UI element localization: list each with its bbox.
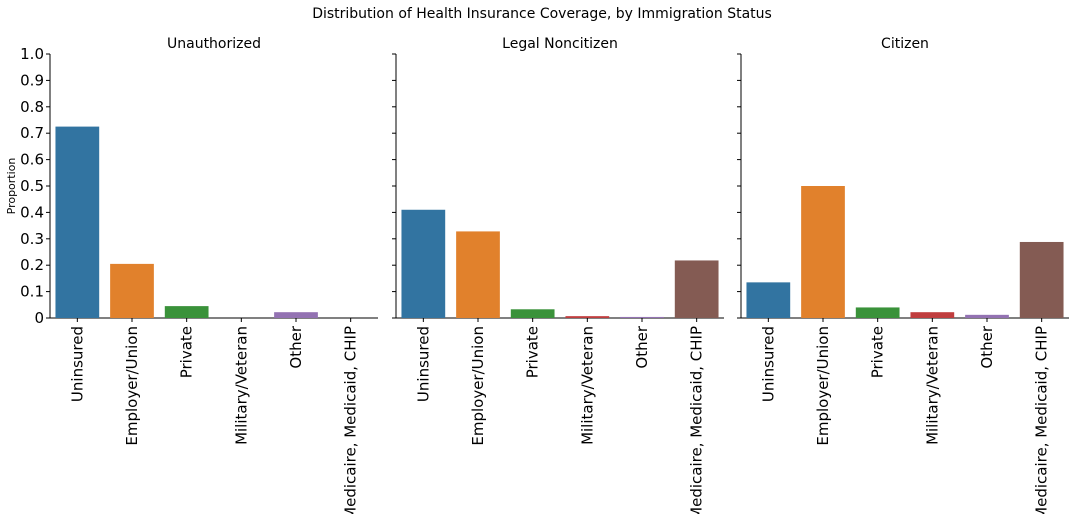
bar-other [620, 316, 664, 318]
bar-military-veteran [910, 312, 955, 318]
y-tick-label: 0.1 [20, 283, 44, 301]
x-tick-label: Private [178, 326, 196, 378]
x-tick-label: Other [633, 325, 651, 368]
panels-group: Unauthorized 0 0.1 0.2 0.3 0.4 0.5 0.6 0.7 0.8 0.9… [20, 36, 1069, 514]
x-tick-label: Military/Veteran [232, 326, 250, 445]
bar-military-veteran [565, 316, 610, 318]
bar-employer-union [801, 186, 845, 318]
x-tick-label: Uninsured [414, 326, 432, 402]
x-tick-label: Medicaire, Medicaid, CHIP [1033, 326, 1051, 514]
panel-2: Legal Noncitizen Uninsured Employer/Union P… [392, 36, 724, 514]
bar-medicaire-medicaid-chip [1019, 241, 1064, 318]
panel-1: Unauthorized 0 0.1 0.2 0.3 0.4 0.5 0.6 0.7 0.8 0.9… [20, 36, 378, 514]
y-axis-label: Proportion [5, 158, 18, 215]
bar-employer-union [456, 231, 500, 318]
y-tick-label: 0.7 [20, 124, 44, 142]
bar-uninsured [746, 282, 791, 318]
bar-private [510, 309, 555, 318]
x-tick-label: Employer/Union [814, 326, 832, 446]
y-tick-label: 0.2 [20, 256, 44, 274]
panel-3: Citizen Uninsured Employer/Union Private Mil… [737, 36, 1069, 514]
y-tick-label: 1.0 [20, 45, 44, 63]
y-tick-label: 0.5 [20, 177, 44, 195]
y-tick-label: 0.4 [20, 203, 44, 221]
x-tick-label: Medicaire, Medicaid, CHIP [688, 326, 706, 514]
x-tick-label: Other [978, 325, 996, 368]
x-tick-label: Uninsured [68, 326, 86, 402]
chart-title: Distribution of Health Insurance Coverag… [312, 6, 772, 22]
x-tick-label: Medicaire, Medicaid, CHIP [342, 326, 360, 514]
panel-title: Citizen [881, 36, 929, 52]
y-tick-label: 0.8 [20, 98, 44, 116]
bar-other [965, 314, 1009, 318]
x-tick-label: Uninsured [759, 326, 777, 402]
bar-employer-union [110, 263, 154, 318]
x-tick-label: Other [287, 325, 305, 368]
x-tick-label: Employer/Union [469, 326, 487, 446]
y-tick-label: 0.9 [20, 71, 44, 89]
x-tick-label: Military/Veteran [923, 326, 941, 445]
y-tick-label: 0 [34, 309, 44, 327]
y-tick-label: 0.3 [20, 230, 44, 248]
x-tick-label: Private [524, 326, 542, 378]
y-tick-label: 0.6 [20, 151, 44, 169]
bar-uninsured [401, 209, 446, 318]
bar-private [164, 306, 209, 318]
x-tick-label: Employer/Union [123, 326, 141, 446]
bar-other [274, 312, 318, 318]
x-tick-label: Military/Veteran [578, 326, 596, 445]
panel-title: Legal Noncitizen [502, 36, 618, 52]
bar-private [855, 307, 900, 318]
panel-title: Unauthorized [167, 36, 261, 52]
bar-medicaire-medicaid-chip [674, 260, 719, 318]
x-tick-label: Private [869, 326, 887, 378]
bar-uninsured [55, 126, 100, 318]
